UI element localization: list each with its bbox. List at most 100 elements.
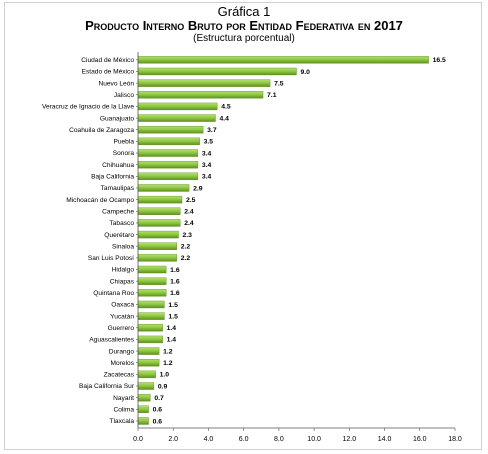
bar	[137, 195, 183, 204]
x-tick-label: 6.0	[239, 436, 249, 443]
bar	[137, 277, 167, 285]
bar	[137, 79, 271, 87]
data-label: 7.5	[274, 80, 284, 87]
bar	[137, 265, 167, 274]
category-label: Durango	[109, 348, 135, 355]
bar	[137, 417, 149, 425]
bar	[137, 242, 177, 250]
data-label: 1.6	[170, 290, 180, 297]
category-label: Tamaulipas	[101, 185, 135, 192]
category-label: Oaxaca	[111, 302, 134, 309]
x-tick-label: 18.0	[448, 436, 462, 443]
category-label: Jalisco	[114, 92, 134, 99]
category-label: Nayarit	[113, 395, 134, 402]
category-label: Tlaxcala	[109, 418, 134, 425]
x-tick-label: 4.0	[204, 436, 214, 443]
x-tick-label: 0.0	[133, 436, 143, 443]
data-label: 7.1	[267, 92, 277, 99]
category-label: Estado de México	[82, 69, 135, 76]
category-label: Baja California	[91, 174, 134, 181]
bar	[137, 382, 155, 390]
category-label: Baja California Sur	[79, 383, 135, 390]
bar	[137, 324, 163, 332]
bar	[137, 160, 199, 169]
data-label: 3.4	[202, 150, 212, 157]
category-label: Hidalgo	[112, 267, 135, 274]
category-label: Veracruz de Ignacio de la Llave	[42, 104, 134, 111]
x-tick-label: 16.0	[413, 436, 427, 443]
data-label: 2.2	[181, 244, 191, 251]
category-label: San Luis Potosí	[88, 255, 134, 262]
x-tick-label: 2.0	[168, 436, 178, 443]
category-label: Michoacán de Ocampo	[66, 197, 134, 204]
data-label: 1.5	[168, 313, 178, 320]
bar	[137, 56, 429, 64]
chart-title-line-1: Gráfica 1	[217, 4, 271, 19]
category-label: Puebla	[113, 139, 134, 146]
category-label: Querétaro	[104, 232, 134, 239]
x-tick-label: 8.0	[274, 436, 284, 443]
data-label: 3.4	[202, 162, 212, 169]
data-label: 2.9	[193, 185, 203, 192]
data-label: 2.4	[184, 220, 194, 227]
data-label: 0.9	[158, 383, 168, 390]
category-label: Aguascalientes	[89, 337, 134, 344]
data-label: 16.5	[433, 57, 446, 64]
bar	[137, 254, 177, 262]
data-label: 1.4	[167, 337, 177, 344]
data-label: 0.6	[153, 407, 163, 414]
bar	[137, 312, 165, 320]
bar	[137, 114, 216, 122]
bar	[137, 219, 181, 227]
data-label: 2.5	[186, 197, 196, 204]
bar	[137, 207, 181, 215]
bar	[137, 230, 179, 239]
chart-subtitle: (Estructura porcentual)	[193, 33, 295, 44]
bar	[137, 289, 167, 297]
data-label: 1.2	[163, 360, 173, 367]
bar	[137, 102, 218, 111]
category-label: Chiapas	[110, 278, 135, 285]
category-label: Ciudad de México	[81, 57, 134, 64]
category-label: Guerrero	[108, 325, 135, 332]
bar	[137, 393, 151, 402]
data-label: 0.6	[153, 418, 163, 425]
data-label: 2.2	[181, 255, 191, 262]
bar	[137, 335, 163, 344]
data-label: 4.4	[219, 115, 229, 122]
data-label: 3.4	[202, 174, 212, 181]
bar	[137, 149, 199, 157]
data-label: 1.6	[170, 278, 180, 285]
bar	[137, 172, 199, 181]
category-label: Sinaloa	[112, 243, 134, 250]
bar	[137, 67, 297, 76]
data-label: 2.3	[183, 232, 193, 239]
bar	[137, 370, 156, 379]
data-label: 2.4	[184, 209, 194, 216]
x-tick-label: 14.0	[378, 436, 392, 443]
category-label: Sonora	[113, 150, 135, 157]
bar	[137, 184, 190, 192]
category-label: Morelos	[111, 360, 135, 367]
data-label: 1.4	[167, 325, 177, 332]
bar	[137, 347, 160, 355]
data-label: 1.2	[163, 348, 173, 355]
category-label: Campeche	[102, 208, 134, 215]
x-tick-label: 10.0	[307, 436, 321, 443]
category-label: Zacatecas	[104, 372, 135, 379]
data-label: 1.6	[170, 267, 180, 274]
data-label: 3.7	[207, 127, 217, 134]
bar	[137, 137, 200, 146]
data-label: 1.0	[160, 372, 170, 379]
bar	[137, 91, 264, 99]
bar	[137, 359, 160, 367]
bar	[137, 300, 165, 309]
category-label: Guanajuato	[100, 115, 134, 122]
bar	[137, 405, 149, 414]
category-label: Chihuahua	[102, 162, 134, 169]
chart-frame	[4, 2, 482, 450]
data-label: 3.5	[204, 139, 214, 146]
data-label: 9.0	[301, 69, 311, 76]
bar	[137, 126, 204, 134]
